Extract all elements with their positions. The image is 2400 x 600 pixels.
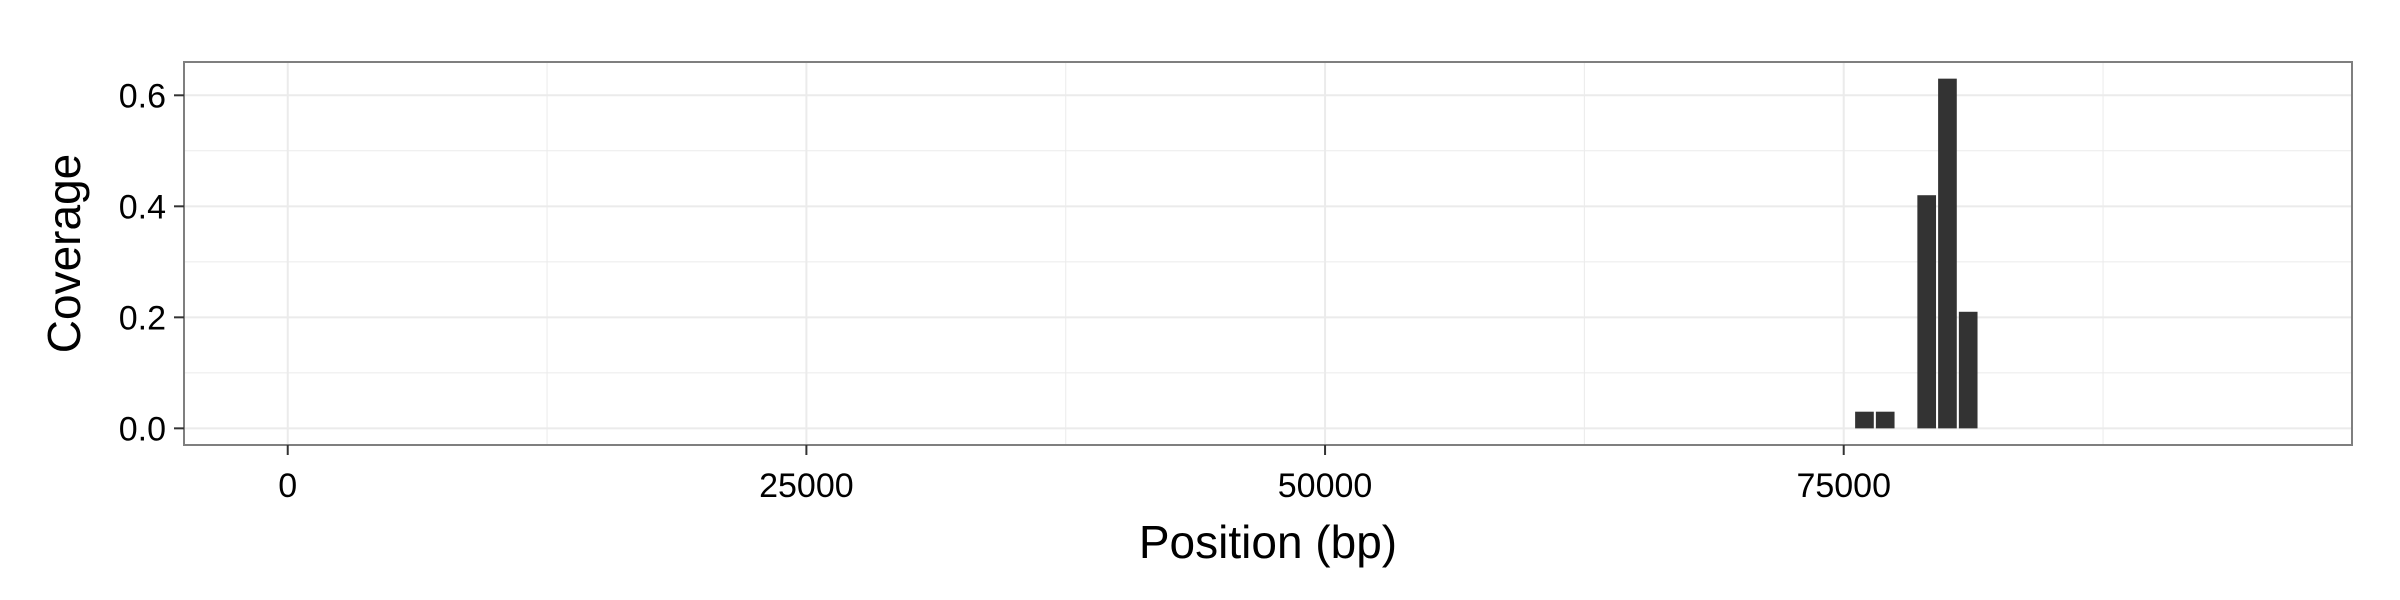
bar — [1917, 195, 1937, 429]
bar — [1875, 411, 1895, 429]
x-axis-title: Position (bp) — [1139, 516, 1397, 568]
x-tick-label: 50000 — [1278, 467, 1373, 505]
bar — [1938, 78, 1957, 429]
x-tick-label: 0 — [278, 467, 297, 505]
bar — [1855, 411, 1874, 429]
panel-border — [183, 61, 2353, 446]
x-tick-label: 25000 — [759, 467, 854, 505]
y-tick-label: 0.6 — [119, 77, 166, 115]
bar — [1958, 311, 1978, 429]
axes: 0 25000 50000 75000 0.0 0.2 0.4 0.6 — [119, 77, 1891, 505]
plot-panel — [184, 62, 2352, 445]
y-tick-label: 0.2 — [119, 299, 166, 337]
x-tick-label: 75000 — [1796, 467, 1891, 505]
y-tick-label: 0.4 — [119, 188, 166, 226]
grid-lines — [184, 62, 2352, 445]
bars — [1855, 78, 1978, 429]
y-tick-label: 0.0 — [119, 410, 166, 448]
y-axis-title: Coverage — [38, 154, 90, 353]
